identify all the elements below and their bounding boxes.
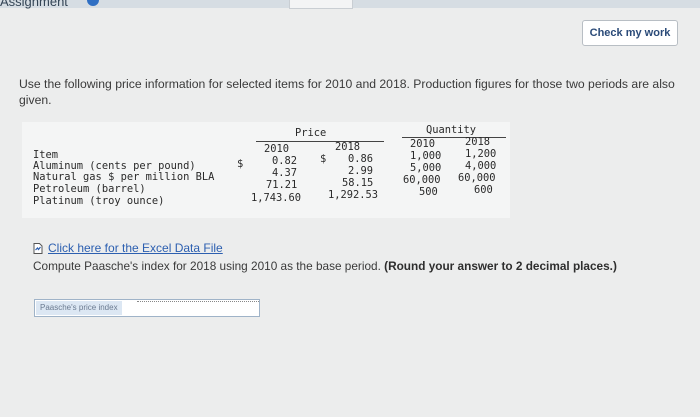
year-qty-2018: 2018 [465, 136, 491, 148]
price-table: Price Quantity 2010 2018 2010 2018 Item … [22, 122, 510, 218]
excel-link-label[interactable]: Click here for the Excel Data File [48, 241, 223, 255]
quantity-header: Quantity [426, 124, 477, 136]
document-icon [33, 242, 43, 254]
question-prompt: Use the following price information for … [19, 77, 675, 107]
year-price-2010: 2010 [264, 143, 290, 155]
table-row-item: Natural gas $ per million BLA [33, 171, 215, 183]
table-cell: 2.99 [348, 165, 374, 177]
paasche-index-label: Paasche's price index [36, 301, 122, 315]
table-cell: 60,000 [403, 174, 441, 186]
item-header: Item [33, 149, 59, 161]
table-cell: 4,000 [465, 160, 497, 172]
paasche-index-input[interactable] [137, 301, 259, 318]
question-text: Compute Paasche's index for 2018 using 2… [33, 259, 617, 273]
table-cell: 1,200 [465, 148, 497, 160]
question-main: Compute Paasche's index for 2018 using 2… [33, 259, 381, 273]
price-header: Price [295, 127, 327, 139]
price-rule [256, 141, 384, 142]
dollar-sign: $ [237, 158, 244, 170]
top-tab[interactable] [289, 0, 353, 9]
table-cell: 0.82 [272, 155, 298, 167]
table-cell: 71.21 [266, 179, 298, 191]
table-cell: 4.37 [272, 167, 298, 179]
table-cell: 1,743.60 [251, 192, 302, 204]
table-cell: 1,000 [410, 150, 442, 162]
table-cell: 600 [474, 184, 493, 196]
info-icon[interactable] [87, 0, 99, 6]
table-row-item: Platinum (troy ounce) [33, 195, 165, 207]
excel-data-link[interactable]: Click here for the Excel Data File [33, 241, 223, 255]
table-row-item: Petroleum (barrel) [33, 183, 146, 195]
table-cell: 0.86 [348, 153, 374, 165]
table-cell: 500 [419, 186, 438, 198]
assignment-title: Assignment [0, 0, 68, 9]
check-my-work-button[interactable]: Check my work [582, 20, 678, 46]
table-cell: 1,292.53 [328, 189, 379, 201]
question-rounding-note: (Round your answer to 2 decimal places.) [384, 259, 617, 273]
table-row-item: Aluminum (cents per pound) [33, 160, 196, 172]
table-cell: 60,000 [458, 172, 496, 184]
quantity-rule [402, 137, 506, 138]
dollar-sign: $ [320, 153, 327, 165]
table-cell: 5,000 [410, 162, 442, 174]
year-qty-2010: 2010 [410, 138, 436, 150]
table-cell: 58.15 [342, 177, 374, 189]
year-price-2018: 2018 [335, 141, 361, 153]
answer-row: Paasche's price index [34, 299, 260, 318]
